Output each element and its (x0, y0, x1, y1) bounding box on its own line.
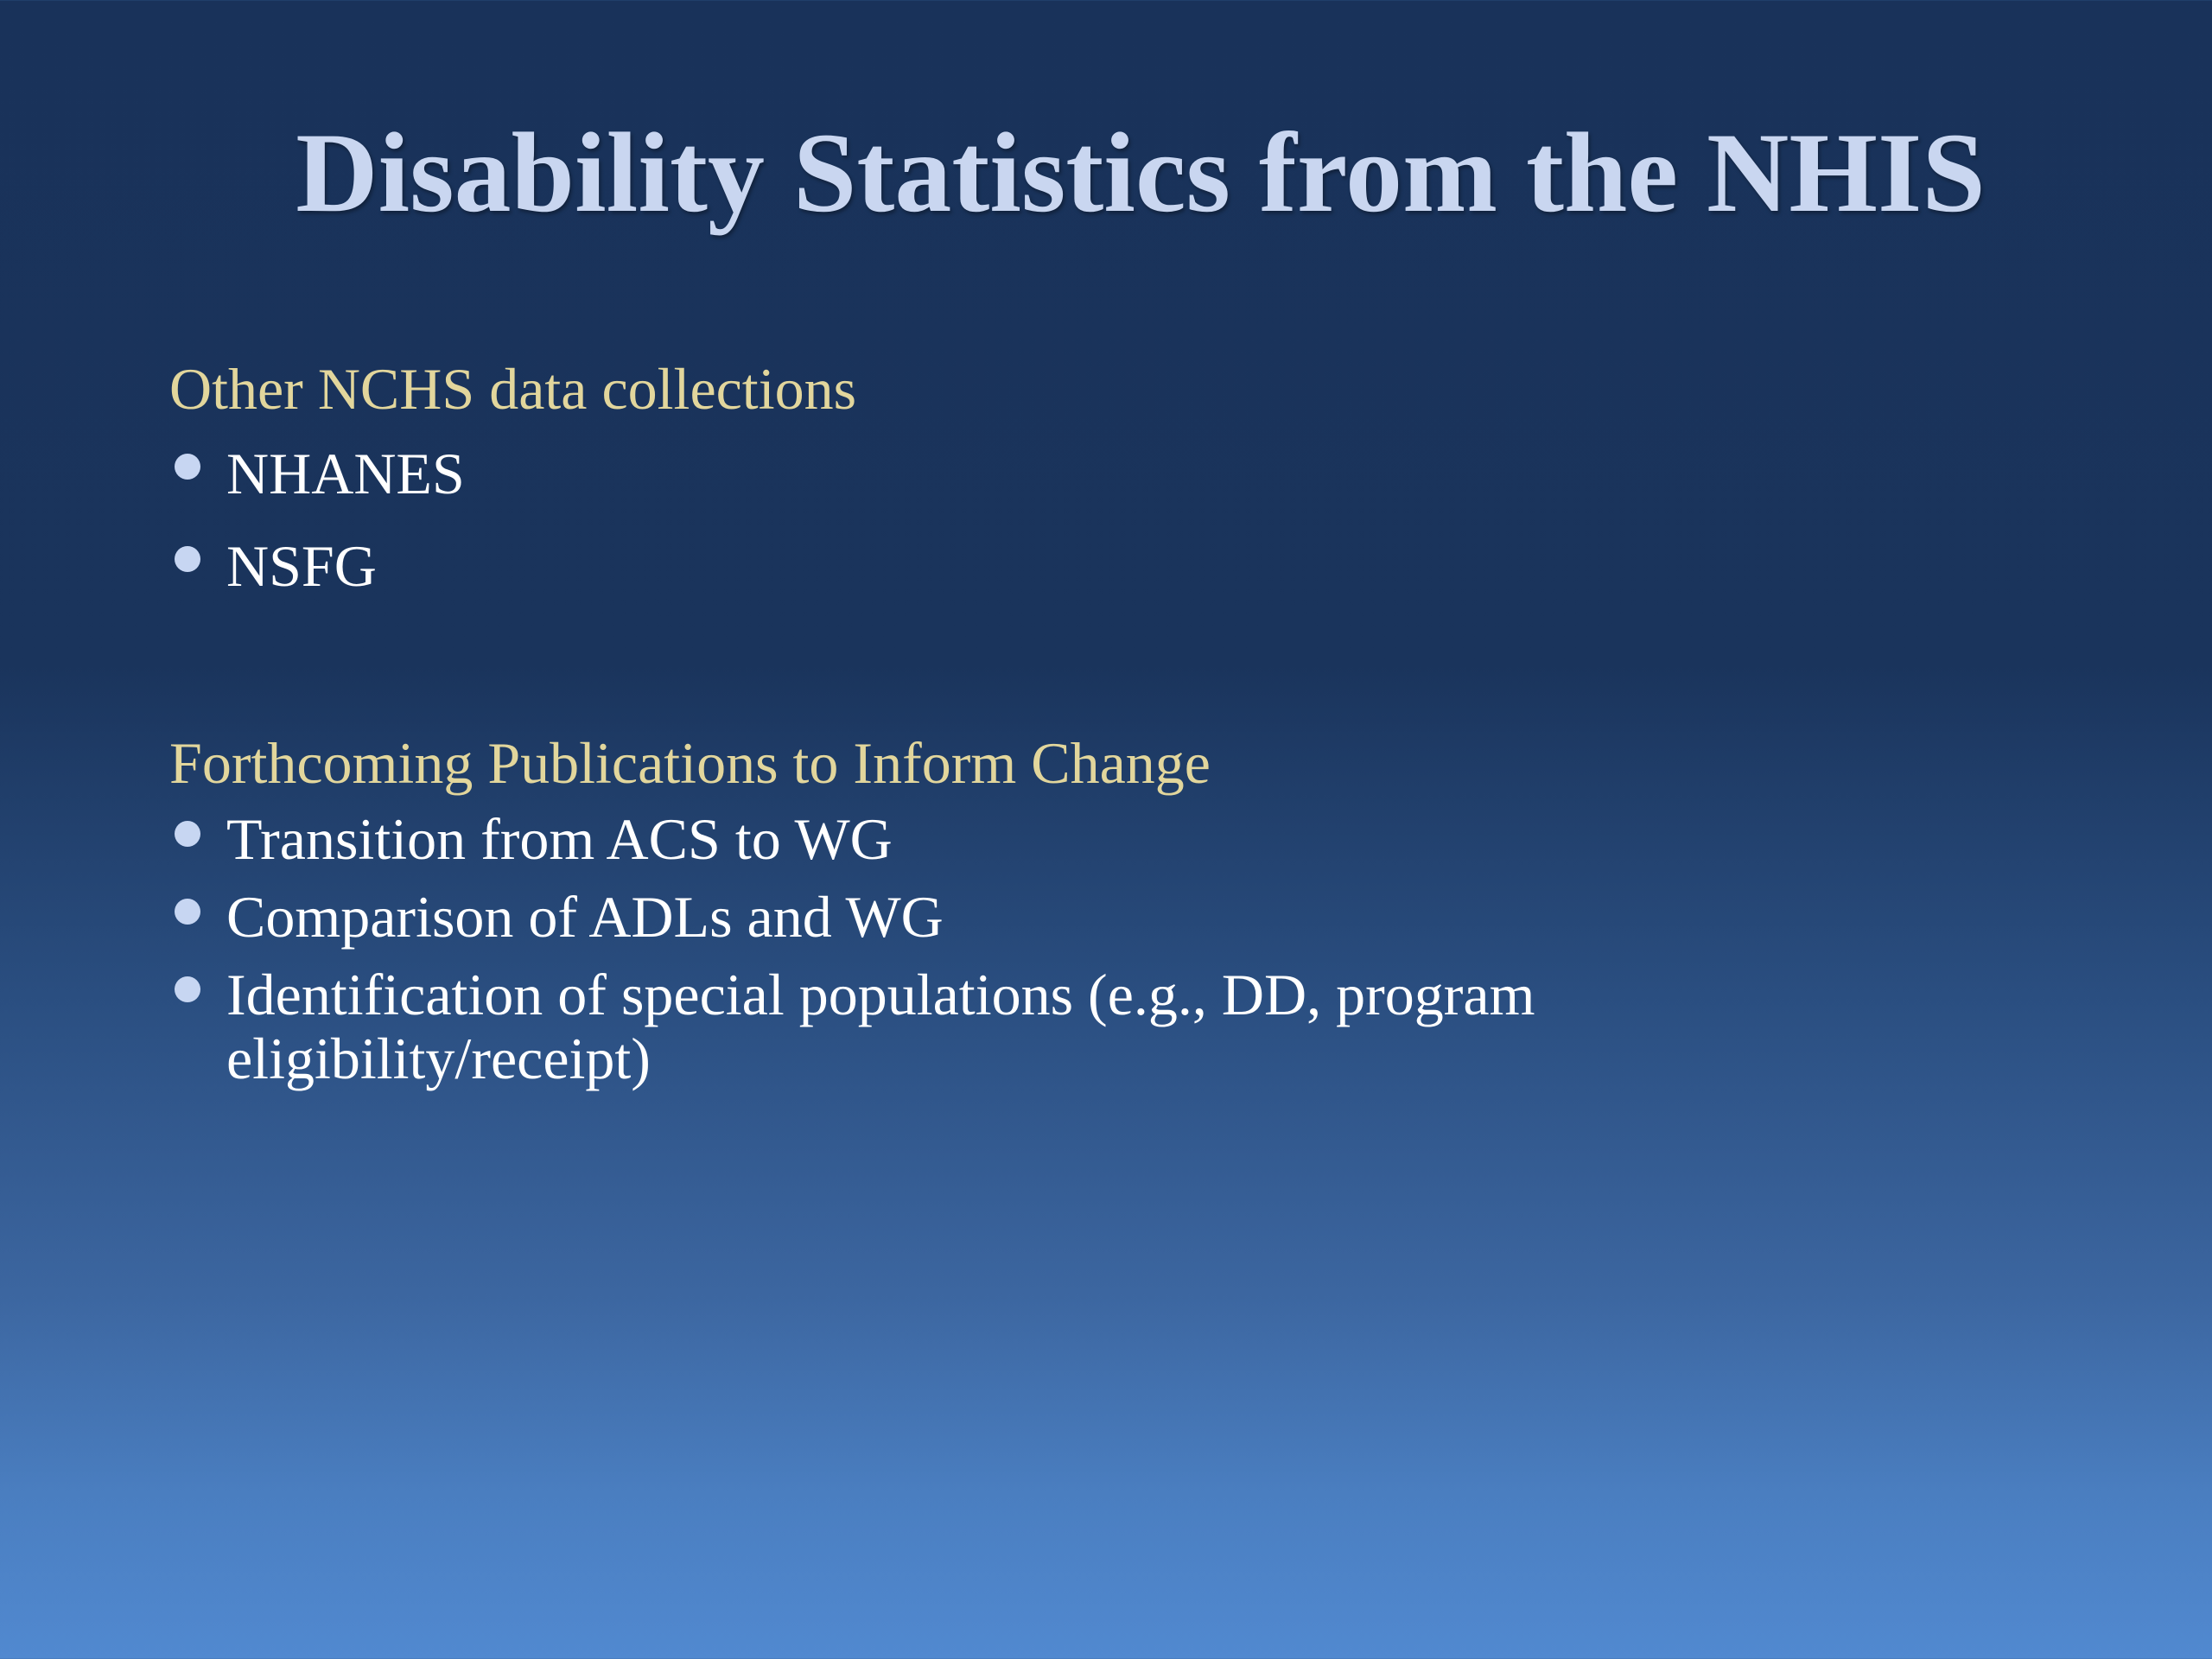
bullet-list: Transition from ACS to WG Comparison of … (169, 807, 2070, 1090)
list-item: NSFG (169, 527, 2070, 605)
list-item: Transition from ACS to WG (169, 807, 2070, 871)
list-item-text: NSFG (226, 533, 377, 599)
list-item: NHANES (169, 435, 2070, 512)
bullet-icon (175, 546, 200, 572)
section-heading: Forthcoming Publications to Inform Chang… (169, 730, 1211, 796)
section-forthcoming-publications: Forthcoming Publications to Inform Chang… (169, 724, 2070, 1090)
list-item-text: Comparison of ADLs and WG (226, 884, 944, 950)
bullet-icon (175, 976, 200, 1002)
list-item-text: Transition from ACS to WG (226, 806, 893, 872)
bullet-list: NHANES NSFG (169, 435, 2070, 605)
list-item: Comparison of ADLs and WG (169, 885, 2070, 949)
bullet-icon (175, 821, 200, 847)
list-item-text: Identification of special populations (e… (226, 962, 1535, 1091)
section-other-nchs: Other NCHS data collections NHANES NSFG (169, 350, 2070, 605)
bullet-icon (175, 454, 200, 480)
bullet-icon (175, 899, 200, 925)
list-item-text: NHANES (226, 441, 465, 506)
slide-title: Disability Statistics from the NHIS (296, 109, 1986, 236)
list-item: Identification of special populations (e… (169, 963, 2070, 1090)
section-heading: Other NCHS data collections (169, 356, 857, 422)
